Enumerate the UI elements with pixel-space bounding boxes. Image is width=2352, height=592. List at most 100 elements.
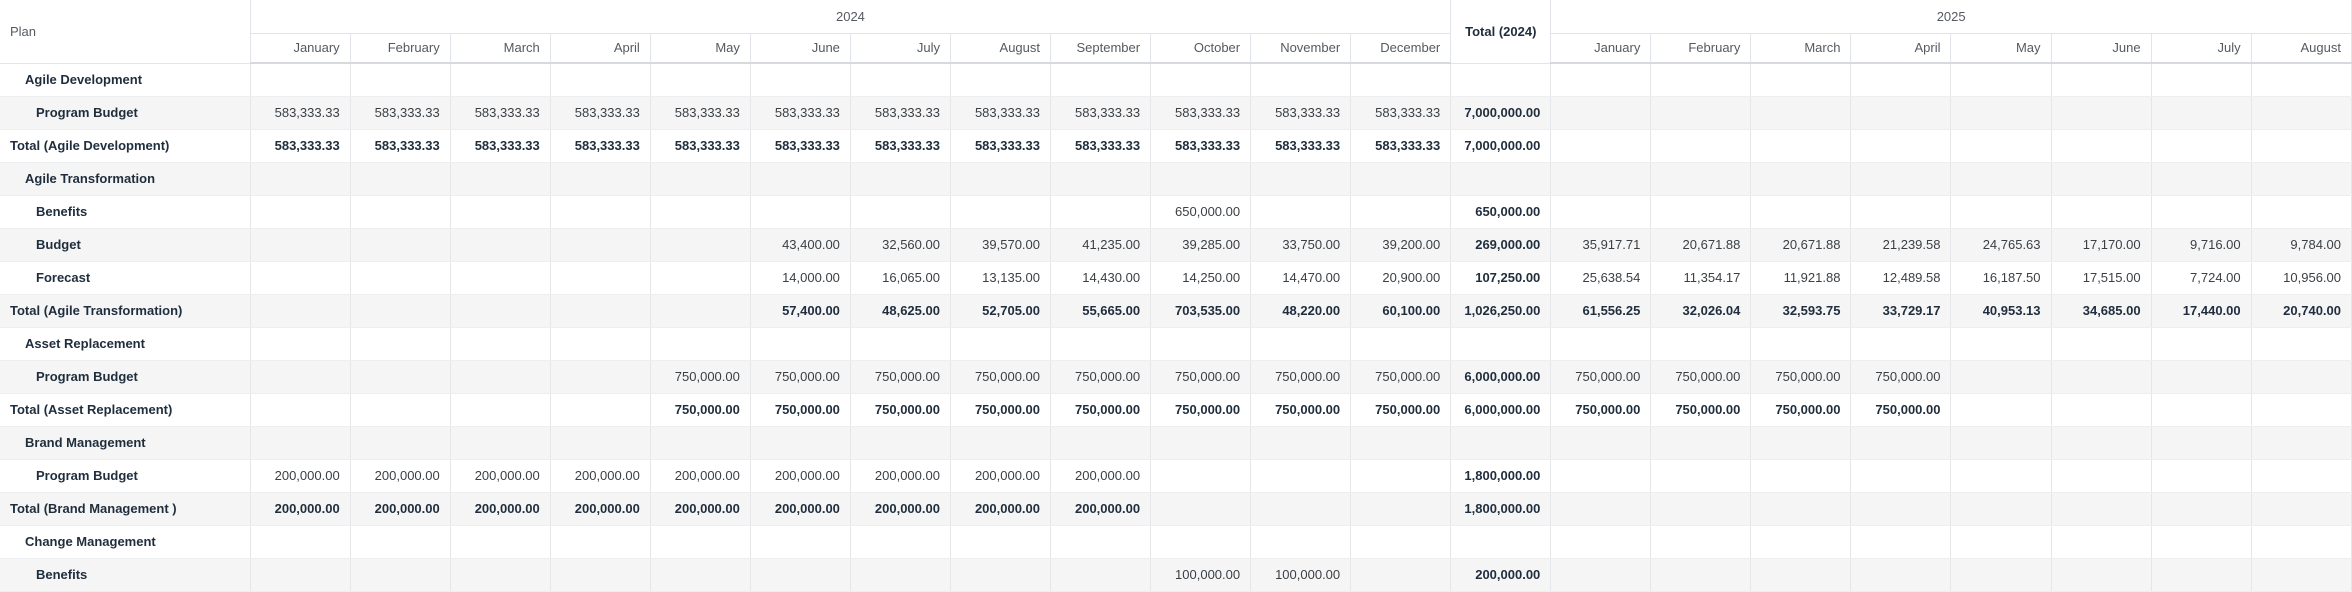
value-cell[interactable]: 25,638.54 bbox=[1550, 261, 1652, 295]
value-cell[interactable] bbox=[450, 558, 551, 592]
value-cell[interactable]: 583,333.33 bbox=[550, 96, 651, 130]
value-cell[interactable] bbox=[2151, 459, 2252, 493]
value-cell[interactable] bbox=[550, 261, 651, 295]
value-cell[interactable] bbox=[1650, 558, 1752, 592]
value-cell[interactable]: 200,000.00 bbox=[450, 459, 551, 493]
value-cell[interactable]: 200,000.00 bbox=[350, 459, 451, 493]
value-cell[interactable] bbox=[2051, 129, 2152, 163]
value-cell[interactable] bbox=[1050, 63, 1152, 97]
value-cell[interactable] bbox=[1050, 195, 1152, 229]
value-cell[interactable] bbox=[250, 327, 351, 361]
value-cell[interactable] bbox=[2251, 558, 2352, 592]
value-cell[interactable] bbox=[1850, 558, 1952, 592]
value-cell[interactable] bbox=[1950, 129, 2052, 163]
value-cell[interactable]: 20,900.00 bbox=[1350, 261, 1452, 295]
value-cell[interactable]: 750,000.00 bbox=[1550, 393, 1652, 427]
value-cell[interactable] bbox=[550, 426, 651, 460]
value-cell[interactable]: 200,000.00 bbox=[750, 459, 851, 493]
value-cell[interactable] bbox=[1750, 492, 1852, 526]
value-cell[interactable] bbox=[1950, 360, 2052, 394]
value-cell[interactable]: 24,765.63 bbox=[1950, 228, 2052, 262]
value-cell[interactable]: 750,000.00 bbox=[850, 360, 951, 394]
value-cell[interactable]: 750,000.00 bbox=[650, 360, 751, 394]
value-cell[interactable] bbox=[550, 327, 651, 361]
value-cell[interactable] bbox=[1350, 426, 1452, 460]
value-cell[interactable]: 703,535.00 bbox=[1150, 294, 1252, 328]
group-row[interactable]: Asset Replacement bbox=[0, 327, 2352, 361]
value-cell[interactable] bbox=[1350, 162, 1452, 196]
value-cell[interactable] bbox=[2251, 129, 2352, 163]
value-cell[interactable]: 200,000.00 bbox=[350, 492, 451, 526]
value-cell[interactable] bbox=[1850, 63, 1952, 97]
value-cell[interactable]: 583,333.33 bbox=[450, 129, 551, 163]
value-cell[interactable] bbox=[350, 327, 451, 361]
value-cell[interactable]: 16,065.00 bbox=[850, 261, 951, 295]
value-cell[interactable] bbox=[1650, 162, 1752, 196]
value-cell[interactable] bbox=[1950, 558, 2052, 592]
total-cell[interactable] bbox=[1450, 525, 1552, 559]
value-cell[interactable]: 583,333.33 bbox=[1350, 129, 1452, 163]
value-cell[interactable] bbox=[350, 195, 451, 229]
value-cell[interactable]: 200,000.00 bbox=[550, 459, 651, 493]
value-cell[interactable] bbox=[1750, 195, 1852, 229]
value-cell[interactable] bbox=[350, 393, 451, 427]
value-cell[interactable]: 750,000.00 bbox=[1850, 393, 1952, 427]
value-cell[interactable] bbox=[450, 228, 551, 262]
total-cell[interactable]: 650,000.00 bbox=[1450, 195, 1552, 229]
value-cell[interactable]: 55,665.00 bbox=[1050, 294, 1152, 328]
value-cell[interactable] bbox=[550, 63, 651, 97]
value-cell[interactable] bbox=[1950, 195, 2052, 229]
value-cell[interactable] bbox=[450, 327, 551, 361]
value-cell[interactable]: 200,000.00 bbox=[750, 492, 851, 526]
value-cell[interactable]: 100,000.00 bbox=[1250, 558, 1352, 592]
value-cell[interactable] bbox=[2151, 393, 2252, 427]
value-cell[interactable] bbox=[1550, 195, 1652, 229]
value-cell[interactable] bbox=[1750, 162, 1852, 196]
value-cell[interactable] bbox=[2251, 360, 2352, 394]
value-cell[interactable]: 750,000.00 bbox=[1750, 393, 1852, 427]
value-cell[interactable] bbox=[1750, 327, 1852, 361]
value-cell[interactable] bbox=[2051, 63, 2152, 97]
value-cell[interactable]: 39,285.00 bbox=[1150, 228, 1252, 262]
value-cell[interactable]: 13,135.00 bbox=[950, 261, 1052, 295]
value-cell[interactable] bbox=[650, 525, 751, 559]
value-cell[interactable]: 583,333.33 bbox=[1050, 96, 1152, 130]
table-row[interactable]: Budget 43,400.00 32,560.00 39,570.00 41,235.… bbox=[0, 228, 2352, 262]
group-row[interactable]: Brand Management bbox=[0, 426, 2352, 460]
value-cell[interactable] bbox=[1550, 63, 1652, 97]
value-cell[interactable] bbox=[2051, 195, 2152, 229]
value-cell[interactable] bbox=[650, 327, 751, 361]
value-cell[interactable] bbox=[2251, 327, 2352, 361]
value-cell[interactable] bbox=[1950, 162, 2052, 196]
value-cell[interactable] bbox=[750, 558, 851, 592]
value-cell[interactable] bbox=[450, 294, 551, 328]
value-cell[interactable]: 200,000.00 bbox=[250, 459, 351, 493]
value-cell[interactable] bbox=[1650, 129, 1752, 163]
value-cell[interactable] bbox=[1750, 525, 1852, 559]
value-cell[interactable] bbox=[1850, 459, 1952, 493]
value-cell[interactable] bbox=[250, 558, 351, 592]
value-cell[interactable] bbox=[1350, 558, 1452, 592]
value-cell[interactable]: 750,000.00 bbox=[1350, 393, 1452, 427]
value-cell[interactable]: 750,000.00 bbox=[750, 393, 851, 427]
value-cell[interactable] bbox=[1750, 63, 1852, 97]
value-cell[interactable] bbox=[750, 63, 851, 97]
value-cell[interactable] bbox=[1350, 63, 1452, 97]
value-cell[interactable]: 750,000.00 bbox=[1050, 393, 1152, 427]
month-2024-april-header[interactable]: April bbox=[550, 33, 651, 64]
value-cell[interactable] bbox=[350, 63, 451, 97]
value-cell[interactable] bbox=[1850, 96, 1952, 130]
value-cell[interactable] bbox=[250, 261, 351, 295]
value-cell[interactable]: 60,100.00 bbox=[1350, 294, 1452, 328]
value-cell[interactable]: 11,354.17 bbox=[1650, 261, 1752, 295]
value-cell[interactable]: 48,220.00 bbox=[1250, 294, 1352, 328]
value-cell[interactable]: 20,671.88 bbox=[1750, 228, 1852, 262]
value-cell[interactable] bbox=[1750, 459, 1852, 493]
value-cell[interactable] bbox=[1750, 96, 1852, 130]
value-cell[interactable]: 200,000.00 bbox=[550, 492, 651, 526]
total-row[interactable]: Total (Agile Development) 583,333.33 583,3… bbox=[0, 129, 2352, 163]
value-cell[interactable] bbox=[950, 63, 1052, 97]
value-cell[interactable] bbox=[1750, 129, 1852, 163]
group-row[interactable]: Agile Development bbox=[0, 63, 2352, 97]
value-cell[interactable] bbox=[2151, 129, 2252, 163]
